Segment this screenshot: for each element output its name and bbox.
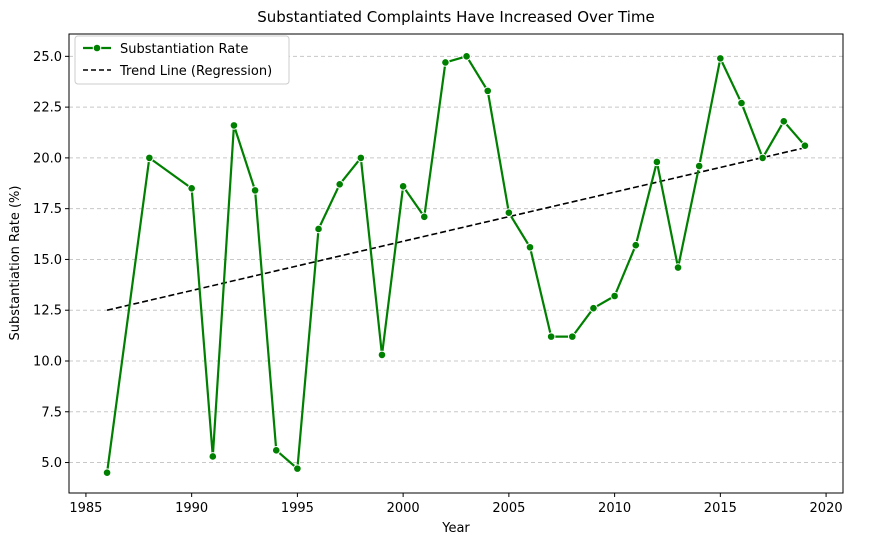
data-point xyxy=(589,303,598,313)
x-tick-label: 2000 xyxy=(387,501,420,516)
data-point xyxy=(673,263,683,272)
y-tick-label: 25.0 xyxy=(33,50,62,65)
chart-title: Substantiated Complaints Have Increased … xyxy=(257,8,655,26)
y-tick-label: 5.0 xyxy=(41,456,62,471)
x-tick-label: 2020 xyxy=(810,501,843,516)
legend: Substantiation Rate Trend Line (Regressi… xyxy=(74,35,290,85)
data-point xyxy=(145,153,154,163)
data-point xyxy=(271,446,281,455)
data-point xyxy=(716,54,725,63)
x-tick-label: 1995 xyxy=(281,501,314,516)
data-point xyxy=(779,117,789,126)
y-axis-label: Substantiation Rate (%) xyxy=(8,186,23,341)
data-point xyxy=(293,464,302,473)
data-point xyxy=(314,224,323,234)
x-axis-label: Year xyxy=(441,521,470,536)
data-point xyxy=(441,58,450,67)
data-point xyxy=(462,52,471,61)
y-tick-label: 20.0 xyxy=(33,151,62,166)
data-point xyxy=(800,141,810,151)
data-point xyxy=(356,153,366,163)
x-tick-label: 1990 xyxy=(175,501,208,516)
y-tick-label: 15.0 xyxy=(33,253,62,268)
data-point xyxy=(208,452,218,461)
y-tick-label: 10.0 xyxy=(33,354,62,369)
data-point xyxy=(483,86,493,96)
data-point xyxy=(229,121,239,130)
data-point xyxy=(631,240,641,250)
data-point xyxy=(758,153,767,163)
plot-frame xyxy=(68,33,844,494)
data-point xyxy=(568,332,577,341)
x-tick-label: 1985 xyxy=(69,501,102,516)
data-point xyxy=(737,98,746,108)
series-layer xyxy=(102,52,810,477)
legend-marker-substantiation-rate xyxy=(92,43,102,53)
data-point xyxy=(102,468,112,477)
y-tick-label: 12.5 xyxy=(33,304,62,319)
y-axis: 5.0 7.5 10.0 12.5 15.0 17.5 20.0 22.5 25.0 xyxy=(33,50,69,471)
legend-label-trend-line: Trend Line (Regression) xyxy=(119,64,272,79)
y-tick-label: 17.5 xyxy=(33,202,62,217)
data-point xyxy=(694,161,704,171)
legend-box xyxy=(74,35,290,85)
x-tick-label: 2005 xyxy=(492,501,525,516)
data-point xyxy=(652,157,662,167)
data-point xyxy=(525,242,535,252)
data-point xyxy=(504,208,514,218)
y-tick-label: 22.5 xyxy=(33,101,62,116)
data-point xyxy=(546,332,556,341)
data-point xyxy=(610,291,619,301)
data-point xyxy=(419,212,429,222)
data-point xyxy=(187,184,196,193)
data-point xyxy=(250,186,260,195)
data-point xyxy=(398,182,408,191)
y-tick-label: 7.5 xyxy=(41,405,62,420)
substantiation-rate-line xyxy=(105,55,806,473)
data-point xyxy=(335,179,344,189)
data-point xyxy=(377,350,387,360)
legend-label-substantiation-rate: Substantiation Rate xyxy=(120,42,248,57)
x-axis: 1985 1990 1995 2000 2005 2010 2015 2020 xyxy=(69,493,843,516)
x-tick-label: 2010 xyxy=(598,501,631,516)
x-tick-label: 2015 xyxy=(704,501,737,516)
